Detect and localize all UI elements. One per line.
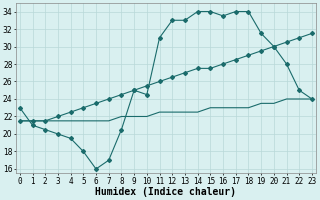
X-axis label: Humidex (Indice chaleur): Humidex (Indice chaleur)	[95, 187, 236, 197]
